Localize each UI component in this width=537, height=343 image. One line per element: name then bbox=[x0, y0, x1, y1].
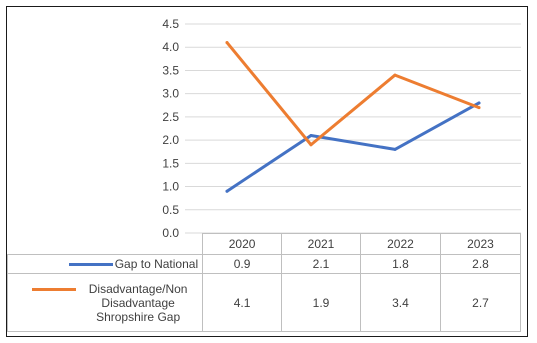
series-line-shropshire-gap bbox=[225, 41, 481, 147]
data-cell: 4.1 bbox=[202, 273, 283, 332]
data-point bbox=[309, 143, 313, 147]
legend-entry-gap-to-national: Gap to National bbox=[6, 254, 204, 274]
category-label: 2023 bbox=[439, 233, 522, 255]
y-tick-label: 3.0 bbox=[162, 87, 179, 101]
data-point bbox=[477, 106, 481, 110]
y-tick-label: 2.5 bbox=[162, 110, 179, 124]
chart-frame: 0.0 0.5 1.0 1.5 2.0 2.5 3.0 3.5 4.0 4.5 2020 2021… bbox=[6, 6, 528, 337]
data-cell: 2.8 bbox=[439, 254, 522, 274]
line-chart-plot: 0.0 0.5 1.0 1.5 2.0 2.5 3.0 3.5 4.0 4.5 bbox=[162, 17, 521, 240]
data-cell: 2.7 bbox=[439, 273, 522, 332]
category-label: 2021 bbox=[281, 233, 361, 255]
category-label: 2022 bbox=[359, 233, 441, 255]
data-table: 2020 2021 2022 2023 Gap to National 0.9 … bbox=[6, 233, 522, 332]
data-cell: 1.9 bbox=[281, 273, 361, 332]
data-cell: 0.9 bbox=[202, 254, 283, 274]
legend-entry-shropshire-gap: Disadvantage/Non Disadvantage Shropshire… bbox=[6, 273, 204, 332]
legend-key-orange bbox=[32, 287, 77, 291]
table-row: Disadvantage/Non Disadvantage Shropshire… bbox=[6, 273, 522, 332]
y-tick-label: 0.5 bbox=[162, 203, 179, 217]
series-name: Disadvantage/Non Disadvantage Shropshire… bbox=[88, 281, 188, 324]
y-tick-label: 4.5 bbox=[162, 17, 179, 31]
data-point bbox=[225, 189, 229, 193]
table-row: Gap to National 0.9 2.1 1.8 2.8 bbox=[6, 254, 522, 274]
data-point bbox=[225, 41, 229, 45]
data-cell: 1.8 bbox=[359, 254, 441, 274]
y-tick-label: 2.0 bbox=[162, 133, 179, 147]
table-header-row: 2020 2021 2022 2023 bbox=[8, 233, 522, 255]
data-point bbox=[477, 101, 481, 105]
data-point bbox=[309, 133, 313, 137]
data-point bbox=[393, 73, 397, 77]
table-corner bbox=[8, 234, 203, 255]
y-tick-label: 4.0 bbox=[162, 40, 179, 54]
data-cell: 3.4 bbox=[359, 273, 441, 332]
series-line-gap-to-national bbox=[225, 101, 481, 193]
y-tick-label: 1.0 bbox=[162, 180, 179, 194]
y-tick-label: 1.5 bbox=[162, 156, 179, 170]
legend-key-blue bbox=[68, 263, 113, 267]
data-cell: 2.1 bbox=[281, 254, 361, 274]
category-label: 2020 bbox=[202, 233, 283, 255]
y-tick-label: 3.5 bbox=[162, 63, 179, 77]
series-name: Gap to National bbox=[114, 257, 199, 271]
y-tick-label: 0.0 bbox=[162, 226, 179, 240]
data-point bbox=[393, 147, 397, 151]
